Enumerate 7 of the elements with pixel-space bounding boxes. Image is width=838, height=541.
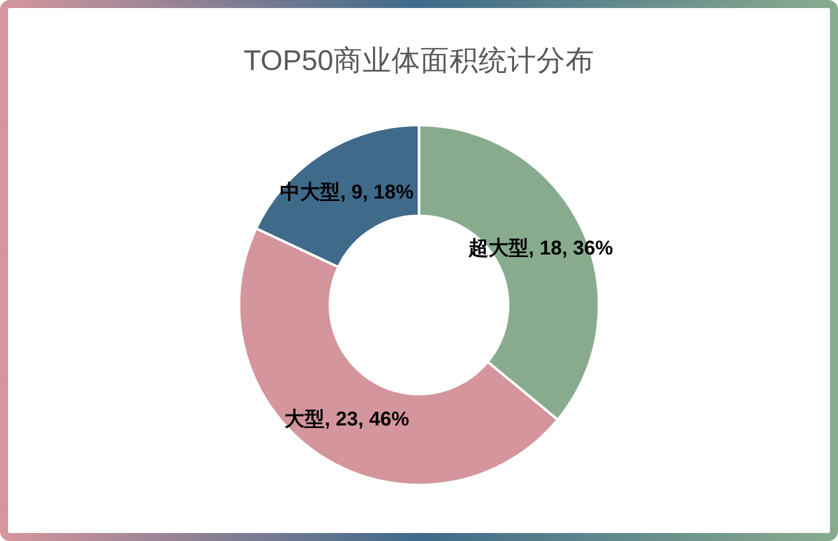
data-label: , 18, 36%: [528, 238, 614, 260]
data-label: , 9, 18%: [340, 181, 414, 204]
chart-title: TOP50商业体面积统计分布: [244, 45, 594, 77]
slice-label: 大型: [284, 408, 325, 431]
data-label: , 23, 46%: [324, 408, 410, 431]
slice-label: 中大型: [280, 181, 340, 204]
slice-label: 超大型: [467, 238, 528, 260]
